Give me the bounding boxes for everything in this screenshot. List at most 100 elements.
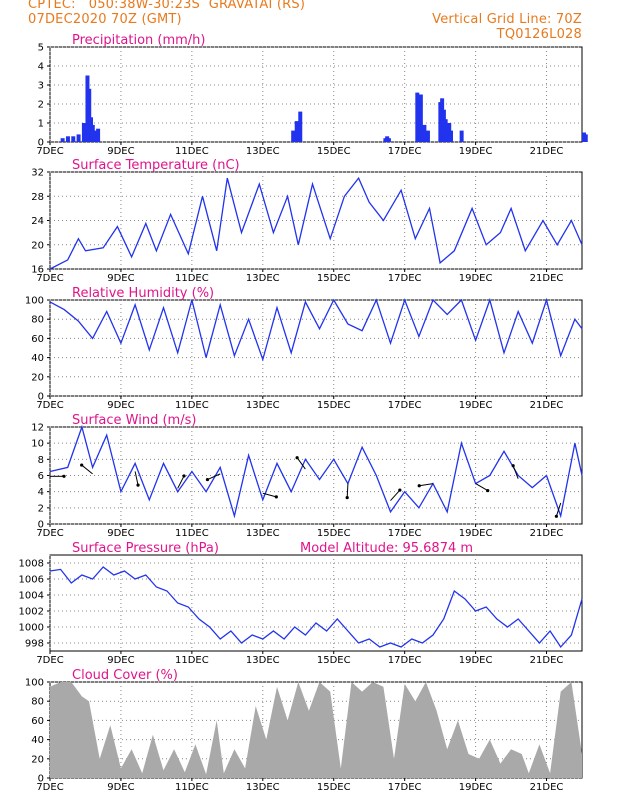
x-tick-label: 7DEC xyxy=(36,273,63,284)
panel-temp: 16 20 24 28 32 7DEC 9DEC 11DEC 13DEC 15DEC 17DEC 19… xyxy=(31,158,583,284)
y-tick-label: 20 xyxy=(31,754,44,765)
precip-bar xyxy=(65,136,70,142)
x-tick-label: 9DEC xyxy=(107,528,134,539)
panel-frame xyxy=(49,554,583,652)
x-tick-label: 19DEC xyxy=(459,655,493,666)
x-tick-label: 7DEC xyxy=(36,782,63,793)
x-tick-label: 9DEC xyxy=(107,146,134,157)
y-tick-label: 0 xyxy=(38,138,44,149)
panel-extra-label: Model Altitude: 95.6874 m xyxy=(300,541,473,556)
y-tick-label: 0 xyxy=(38,520,44,531)
precip-bar xyxy=(415,92,420,142)
x-tick-label: 13DEC xyxy=(246,400,280,411)
x-tick-label: 11DEC xyxy=(175,782,209,793)
y-tick-label: 2 xyxy=(38,100,44,111)
panel-title: Surface Temperature (nC) xyxy=(72,158,240,173)
y-tick-label: 80 xyxy=(31,315,44,326)
x-tick-label: 7DEC xyxy=(36,528,63,539)
y-tick-label: 1006 xyxy=(19,575,44,586)
wind-arrow-head xyxy=(62,474,66,478)
x-tick-label: 21DEC xyxy=(530,528,564,539)
wind-arrow-head xyxy=(295,456,299,460)
x-tick-label: 19DEC xyxy=(459,400,493,411)
wind-arrow-head xyxy=(345,495,349,500)
x-tick-label: 19DEC xyxy=(459,146,493,157)
panel-title: Surface Pressure (hPa) xyxy=(72,541,219,556)
y-tick-label: 20 xyxy=(31,372,44,383)
wind-arrow xyxy=(419,483,434,487)
y-tick-label: 60 xyxy=(31,716,44,727)
wind-arrow xyxy=(207,473,221,481)
wind-arrow-head xyxy=(182,474,186,478)
precip-bar xyxy=(298,111,303,142)
y-tick-label: 1004 xyxy=(19,591,44,602)
precip-bar xyxy=(291,130,296,142)
x-tick-label: 17DEC xyxy=(388,528,422,539)
pres-series-line xyxy=(49,566,583,649)
x-tick-label: 15DEC xyxy=(317,400,351,411)
wind-arrow-head xyxy=(511,464,515,468)
panel-precip: 0 1 2 3 4 5 7DEC 9DEC 11DEC 13DEC 15DEC 17DEC 19DEC 2… xyxy=(36,33,588,157)
y-tick-label: 2 xyxy=(38,503,44,514)
wind-arrow xyxy=(475,483,488,492)
x-tick-label: 15DEC xyxy=(317,273,351,284)
x-tick-label: 11DEC xyxy=(175,146,209,157)
panel-rh: 0 20 40 60 80 100 7DEC 9DEC 11DEC 13DEC 15DEC 17DEC… xyxy=(25,286,583,411)
wind-arrow xyxy=(134,471,139,486)
panel-frame xyxy=(49,46,583,143)
panel-cloud: 0 20 40 60 80 100 7DEC 9DEC 11DEC 13DEC 15DEC 17DEC… xyxy=(25,668,583,793)
precip-bar xyxy=(449,130,453,142)
panel-pres: 998 1000 1002 1004 1006 1008 7DEC 9DEC 11DEC 13DE… xyxy=(19,541,583,666)
x-tick-label: 17DEC xyxy=(388,655,422,666)
header-location: GRAVATAI (RS) xyxy=(208,0,306,12)
header-org: CPTEC: xyxy=(28,0,76,12)
wind-arrow-head xyxy=(417,484,421,488)
x-tick-label: 15DEC xyxy=(317,528,351,539)
precip-bar xyxy=(459,130,464,142)
x-tick-label: 17DEC xyxy=(388,273,422,284)
y-tick-label: 100 xyxy=(25,678,44,689)
y-tick-label: 28 xyxy=(31,192,44,203)
y-tick-label: 5 xyxy=(38,43,44,54)
precip-bar xyxy=(81,123,86,142)
precip-bar xyxy=(76,134,81,142)
y-tick-label: 998 xyxy=(25,639,44,650)
x-tick-label: 21DEC xyxy=(530,273,564,284)
y-tick-label: 4 xyxy=(38,487,44,498)
wind-arrow-head xyxy=(486,488,490,493)
x-tick-label: 11DEC xyxy=(175,273,209,284)
panel-title: Relative Humidity (%) xyxy=(72,286,214,301)
y-tick-label: 10 xyxy=(31,439,44,450)
y-tick-label: 8 xyxy=(38,455,44,466)
y-tick-label: 0 xyxy=(38,774,44,785)
header-grid-line: Vertical Grid Line: 70Z xyxy=(432,12,582,27)
y-tick-label: 4 xyxy=(38,62,44,73)
y-tick-label: 0 xyxy=(38,392,44,403)
y-tick-label: 12 xyxy=(31,423,44,434)
x-tick-label: 9DEC xyxy=(107,655,134,666)
precip-bar xyxy=(60,138,65,142)
x-tick-label: 11DEC xyxy=(175,400,209,411)
wind-arrow-head xyxy=(274,495,278,499)
x-tick-label: 11DEC xyxy=(175,655,209,666)
x-tick-label: 21DEC xyxy=(530,655,564,666)
y-tick-label: 16 xyxy=(31,265,44,276)
precip-bar xyxy=(96,128,101,142)
wind-arrow-head xyxy=(398,488,402,492)
x-tick-label: 9DEC xyxy=(107,400,134,411)
wind-arrow xyxy=(555,502,562,517)
panel-wind: 0 2 4 6 8 10 12 7DEC 9DEC 11DEC 13DEC 15DEC 17DEC 19D… xyxy=(31,413,583,539)
panel-title: Precipitation (mm/h) xyxy=(72,33,205,48)
y-tick-label: 6 xyxy=(38,471,44,482)
y-tick-label: 3 xyxy=(38,81,44,92)
wind-arrow xyxy=(177,475,185,489)
header-run: 07DEC2020 70Z (GMT) xyxy=(28,12,182,27)
x-tick-label: 15DEC xyxy=(317,146,351,157)
wind-arrow xyxy=(81,464,93,475)
precip-bar xyxy=(294,121,299,142)
temp-series-line xyxy=(49,176,583,270)
precip-bar xyxy=(87,88,92,142)
x-tick-label: 17DEC xyxy=(388,782,422,793)
wind-arrow-head xyxy=(136,483,140,487)
